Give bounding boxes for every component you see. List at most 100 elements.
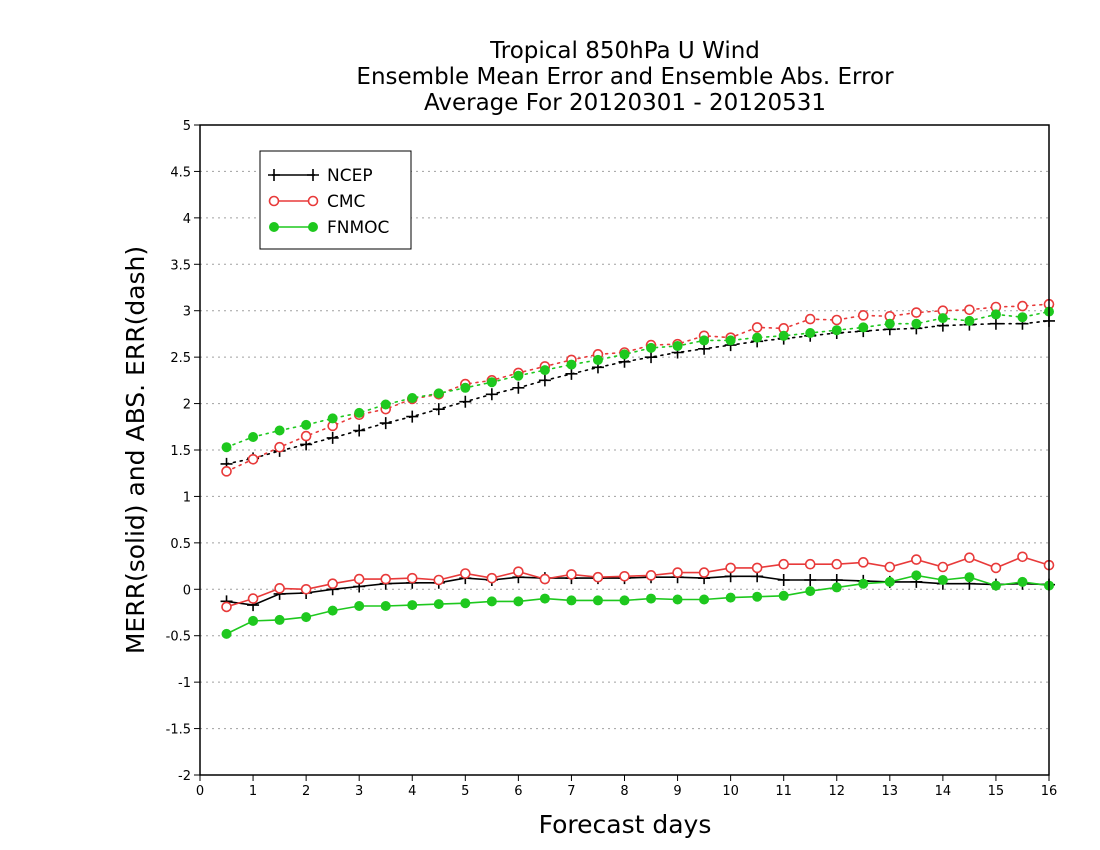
fnmoc-abs-err-point: [805, 328, 816, 338]
legend-label-fnmoc: FNMOC: [327, 218, 389, 238]
cmc-merr-point: [804, 558, 816, 570]
fnmoc-merr-point: [778, 590, 789, 601]
fnmoc-merr-point: [539, 593, 550, 604]
fnmoc-merr-point: [646, 593, 657, 604]
ncep-abs-err-point: [512, 381, 525, 394]
cmc-merr-point: [619, 570, 630, 582]
y-tick-label: 2: [183, 398, 191, 413]
y-tick-label: 3.5: [170, 258, 191, 273]
ncep-merr-point: [777, 574, 790, 586]
fnmoc-abs-err-line: [225, 310, 1050, 449]
fnmoc-abs-err-point: [937, 313, 948, 324]
fnmoc-merr-point: [354, 601, 365, 611]
cmc-merr-point: [990, 562, 1002, 574]
fnmoc-abs-err-point: [964, 315, 975, 326]
x-tick-label: 14: [935, 784, 952, 799]
ncep-abs-err-point: [485, 388, 498, 401]
title-line-3: Average For 20120301 - 20120531: [424, 90, 826, 116]
x-tick-label: 1: [249, 784, 257, 799]
title-line-1: Tropical 850hPa U Wind: [489, 38, 760, 64]
cmc-merr-point: [884, 561, 896, 573]
cmc-merr-point: [831, 558, 843, 570]
cmc-abs-err-point: [247, 453, 259, 465]
legend-label-ncep: NCEP: [327, 166, 373, 186]
fnmoc-abs-err-point: [884, 318, 895, 329]
x-tick-label: 3: [355, 784, 363, 799]
ncep-abs-err-point: [459, 395, 472, 408]
cmc-merr-point: [778, 558, 789, 570]
cmc-abs-err-point: [300, 430, 312, 442]
fnmoc-merr-point: [460, 598, 471, 609]
legend-box: [259, 150, 412, 250]
fnmoc-merr-point: [380, 601, 391, 611]
x-tick-label: 4: [408, 784, 416, 799]
cmc-merr-point: [380, 573, 392, 585]
cmc-merr-point: [725, 562, 736, 574]
legend-label-cmc: CMC: [327, 192, 365, 212]
cmc-merr-point: [698, 567, 710, 578]
fnmoc-merr-point: [486, 596, 497, 607]
x-tick-label: 13: [882, 784, 899, 799]
fnmoc-abs-err-point: [274, 425, 285, 436]
fnmoc-abs-err-point: [619, 349, 630, 360]
y-tick-label: -0.5: [166, 630, 191, 645]
fnmoc-abs-err-point: [380, 399, 391, 410]
ncep-abs-err-point: [326, 431, 339, 444]
cmc-abs-err-point: [221, 466, 232, 477]
cmc-merr-point: [406, 572, 418, 584]
fnmoc-abs-err-point: [539, 365, 550, 376]
fnmoc-merr-point: [805, 586, 816, 597]
x-tick-label: 15: [988, 784, 1005, 799]
x-tick-label: 16: [1041, 784, 1058, 799]
ncep-abs-err-point: [353, 424, 366, 437]
fnmoc-merr-point: [990, 580, 1001, 591]
y-tick-label: 5: [183, 119, 191, 134]
fnmoc-abs-err-point: [725, 335, 736, 346]
cmc-merr-point: [857, 557, 869, 568]
x-axis-title: Forecast days: [539, 810, 712, 839]
y-tick-label: 1.5: [170, 444, 191, 459]
cmc-merr-point: [327, 578, 338, 590]
fnmoc-merr-point: [301, 612, 312, 623]
y-tick-label: 0: [183, 583, 191, 598]
fnmoc-abs-err-point: [486, 377, 497, 388]
cmc-merr-point: [911, 554, 922, 565]
legend-item-cmc: CMC: [268, 192, 365, 212]
y-tick-label: 4.5: [170, 165, 191, 180]
fnmoc-merr-point: [831, 582, 842, 593]
legend-marker-fnmoc: [269, 222, 279, 232]
ncep-abs-err-point: [406, 410, 419, 423]
cmc-abs-err-point: [751, 322, 763, 333]
y-axis-title: MERR(solid) and ABS. ERR(dash): [121, 246, 150, 654]
cmc-merr-point: [937, 561, 949, 573]
ncep-abs-err-point: [538, 374, 551, 387]
fnmoc-abs-err-point: [221, 442, 232, 453]
cmc-merr-point: [539, 573, 551, 585]
cmc-merr-point: [353, 573, 365, 585]
cmc-merr-point: [221, 601, 232, 613]
cmc-abs-err-point: [857, 310, 869, 321]
legend-marker-cmc: [268, 195, 280, 207]
cmc-merr-point: [1017, 551, 1028, 563]
fnmoc-abs-err-point: [301, 419, 312, 430]
cmc-merr-point: [247, 593, 259, 604]
x-tick-label: 7: [567, 784, 575, 799]
fnmoc-merr-point: [327, 605, 338, 616]
series-layer: [220, 298, 1055, 639]
fnmoc-abs-err-point: [592, 354, 603, 365]
cmc-merr-point: [566, 569, 577, 580]
fnmoc-abs-err-point: [990, 309, 1001, 320]
fnmoc-merr-point: [884, 576, 895, 587]
fnmoc-abs-err-point: [1017, 312, 1028, 323]
fnmoc-abs-err-point: [672, 341, 683, 351]
x-tick-label: 11: [775, 784, 792, 799]
fnmoc-abs-err-point: [752, 332, 763, 343]
y-tick-label: -1: [178, 676, 191, 691]
fnmoc-merr-point: [911, 570, 922, 581]
fnmoc-abs-err-point: [646, 342, 657, 353]
legend-marker-fnmoc: [308, 222, 318, 232]
cmc-abs-err-point: [1017, 300, 1028, 312]
fnmoc-abs-err-point: [407, 393, 418, 403]
cmc-merr-point: [513, 566, 524, 577]
